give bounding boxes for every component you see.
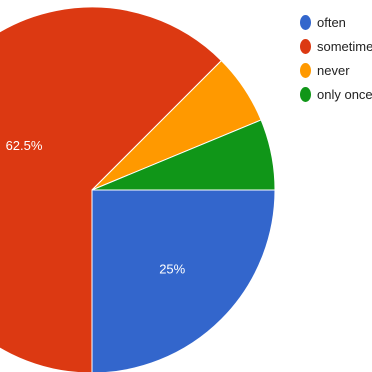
- slice-only-once: [91, 119, 276, 191]
- slice-labels: 25% 62.5%: [6, 138, 186, 277]
- legend-item-sometimes: sometimes: [300, 34, 372, 58]
- legend-swatch-sometimes: [300, 38, 311, 54]
- legend-label-never: never: [317, 62, 350, 78]
- legend-item-only-once: only once: [300, 82, 372, 106]
- slice-label-sometimes: 62.5%: [6, 138, 43, 153]
- pie-slices: [0, 6, 276, 372]
- legend-item-often: often: [300, 10, 372, 34]
- slice-label-often: 25%: [159, 262, 185, 277]
- legend-swatch-never: [300, 62, 311, 78]
- legend-label-only-once: only once: [317, 86, 372, 102]
- slice-often: [91, 189, 276, 372]
- legend-label-sometimes: sometimes: [317, 38, 372, 54]
- legend-swatch-only-once: [300, 86, 311, 102]
- legend-item-never: never: [300, 58, 372, 82]
- legend: often sometimes never only once: [300, 10, 372, 106]
- legend-label-often: often: [317, 14, 346, 30]
- slice-sometimes: [0, 6, 223, 372]
- pie-chart: 25% 62.5%: [0, 6, 276, 372]
- legend-swatch-often: [300, 14, 311, 30]
